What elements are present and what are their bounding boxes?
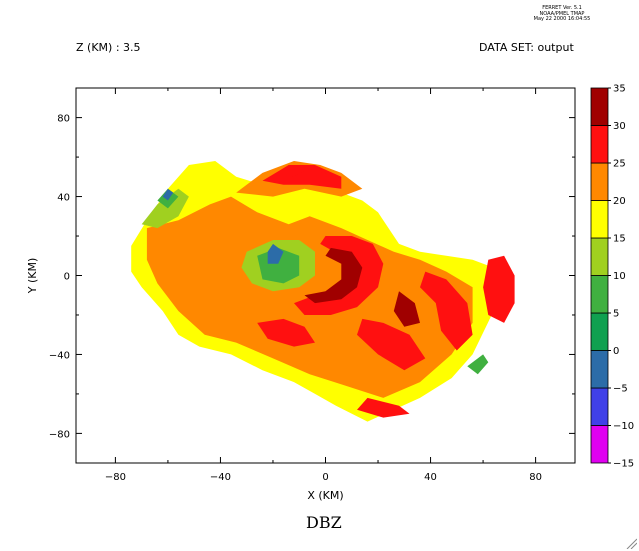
dbz-region-17 bbox=[467, 354, 489, 375]
colorbar-swatch bbox=[590, 87, 609, 126]
colorbar-label: 30 bbox=[613, 121, 626, 132]
colorbar-label: −5 bbox=[613, 384, 628, 395]
dataset-label: DATA SET: output bbox=[479, 41, 574, 54]
y-tick-label: 80 bbox=[57, 114, 70, 125]
colorbar-label: 15 bbox=[613, 234, 626, 245]
chart-title: DBZ bbox=[306, 513, 342, 532]
dbz-region-12 bbox=[393, 291, 420, 327]
dbz-region-10 bbox=[283, 168, 336, 185]
y-axis-label: Y (KM) bbox=[26, 258, 39, 295]
dbz-region-8 bbox=[357, 318, 426, 371]
dbz-region-11 bbox=[304, 247, 363, 304]
dbz-region-5 bbox=[420, 271, 473, 351]
colorbar-label: 35 bbox=[613, 84, 626, 95]
ferret-credit: FERRET Ver. 5.1 NOAA/PMEL TMAP May 22 20… bbox=[532, 5, 592, 23]
y-tick-label: −80 bbox=[49, 429, 70, 440]
colorbar: 35 30 25 20 15 10 5 0 −5 −10 −15 bbox=[590, 84, 634, 470]
colorbar-swatch bbox=[590, 350, 609, 389]
colorbar-label: −15 bbox=[613, 459, 634, 470]
colorbar-label: 20 bbox=[613, 196, 626, 207]
dbz-region-14 bbox=[141, 188, 189, 229]
colorbar-swatch bbox=[590, 237, 609, 276]
colorbar-label: 5 bbox=[613, 309, 619, 320]
ferret-timestamp: May 22 2000 16:04:55 bbox=[533, 16, 591, 22]
dbz-region-7 bbox=[257, 318, 315, 347]
y-tick-label: −40 bbox=[49, 350, 70, 361]
dbz-region-9 bbox=[357, 397, 410, 418]
y-tick-label: 40 bbox=[57, 193, 70, 204]
colorbar-swatch bbox=[590, 125, 609, 164]
x-tick-label: −40 bbox=[210, 472, 231, 483]
resize-grip-icon[interactable] bbox=[625, 537, 637, 549]
ferret-version: FERRET Ver. 5.1 bbox=[542, 5, 582, 11]
colorbar-swatch bbox=[590, 312, 609, 351]
y-tick-label: 0 bbox=[64, 272, 70, 283]
x-tick-label: 80 bbox=[529, 472, 542, 483]
ferret-org: NOAA/PMEL TMAP bbox=[539, 10, 585, 17]
dbz-region-19 bbox=[162, 188, 174, 201]
x-axis-label: X (KM) bbox=[307, 489, 343, 502]
colorbar-label: 0 bbox=[613, 346, 619, 357]
colorbar-swatch bbox=[590, 425, 609, 464]
colorbar-swatch bbox=[590, 200, 609, 239]
colorbar-label: 25 bbox=[613, 159, 626, 170]
dbz-region-6 bbox=[483, 255, 515, 323]
x-tick-label: 40 bbox=[424, 472, 437, 483]
z-level-label: Z (KM) : 3.5 bbox=[76, 41, 141, 54]
colorbar-label: −10 bbox=[613, 421, 634, 432]
colorbar-swatch bbox=[590, 275, 609, 314]
dbz-region-18 bbox=[267, 243, 284, 264]
colorbar-swatch bbox=[590, 162, 609, 201]
x-tick-label: −80 bbox=[105, 472, 126, 483]
colorbar-swatch bbox=[590, 387, 609, 426]
x-tick-label: 0 bbox=[322, 472, 328, 483]
colorbar-label: 10 bbox=[613, 271, 626, 282]
